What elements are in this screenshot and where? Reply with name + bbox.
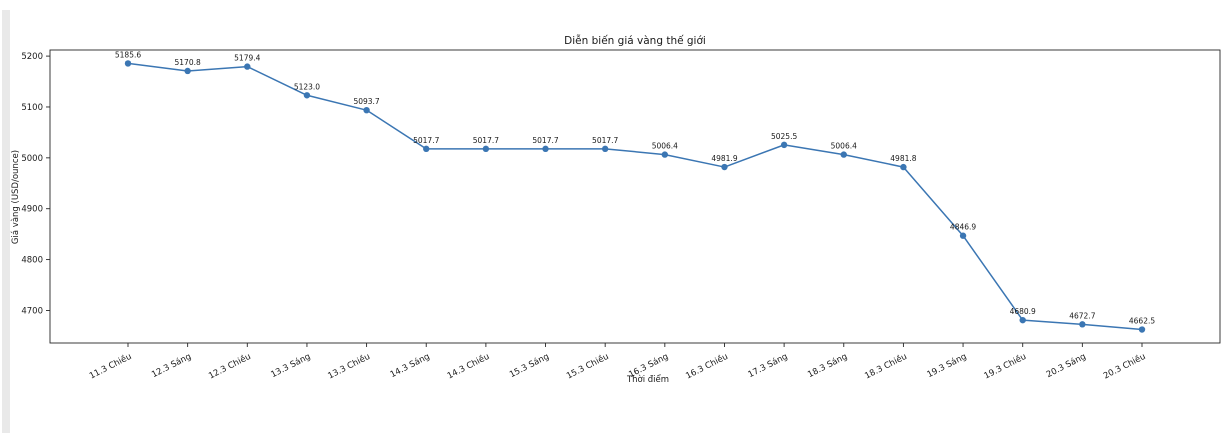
data-point-label: 5123.0 <box>294 82 320 91</box>
x-tick-label: 19.3 Chiều <box>982 351 1028 382</box>
data-point-marker <box>1079 321 1086 328</box>
x-tick-label: 18.3 Sáng <box>806 352 849 380</box>
y-axis-label: Giá vàng (USD/ounce) <box>11 150 21 244</box>
data-point-marker <box>780 141 788 149</box>
data-point-marker <box>721 163 728 171</box>
x-tick-label: 14.3 Chiều <box>445 351 491 382</box>
data-point-label: 4680.9 <box>1010 307 1036 316</box>
data-point-label: 5017.7 <box>473 136 499 145</box>
plot-area: 4700 4800 4900 5000 5100 5200 11.3 Chiều 12.3 S… <box>21 49 1221 382</box>
data-point-marker <box>840 151 847 158</box>
x-tick-label: 14.3 Sáng <box>389 352 432 380</box>
data-point-label: 5017.7 <box>413 136 439 145</box>
x-tick-label: 16.3 Chiều <box>684 351 730 382</box>
chart-title: Diễn biến giá vàng thế giới <box>564 34 706 47</box>
data-point-label: 4672.7 <box>1069 311 1095 320</box>
data-point-marker <box>900 163 907 171</box>
x-tick-label: 17.3 Sáng <box>747 352 790 380</box>
data-point-label: 5017.7 <box>592 136 618 145</box>
x-tick-label: 13.3 Chiều <box>326 351 372 382</box>
data-point-marker <box>601 145 609 153</box>
x-axis-label: Thời điểm <box>626 374 669 385</box>
x-tick-label: 11.3 Chiều <box>87 351 133 382</box>
x-tick-label: 15.3 Sáng <box>508 352 551 380</box>
x-tick-label: 20.3 Chiều <box>1101 351 1147 382</box>
data-point-marker <box>363 106 370 114</box>
page-left-gutter <box>2 10 10 433</box>
data-point-marker <box>482 145 490 153</box>
data-point-marker <box>1019 316 1026 324</box>
data-point-marker <box>542 145 549 153</box>
data-point-marker <box>303 92 311 99</box>
data-point-label: 5185.6 <box>115 50 141 59</box>
data-point-marker <box>661 151 669 158</box>
x-tick-label: 19.3 Sáng <box>926 352 969 380</box>
data-point-marker <box>1138 326 1146 333</box>
y-tick-label: 4800 <box>21 256 43 266</box>
price-line <box>127 62 1143 331</box>
data-point-label: 5093.7 <box>353 97 379 106</box>
data-point-label: 5179.4 <box>234 54 260 63</box>
data-point-label: 5025.5 <box>771 132 797 141</box>
data-point-label: 4662.5 <box>1129 317 1155 326</box>
data-point-marker <box>423 145 430 153</box>
data-point-label: 5006.4 <box>652 142 678 151</box>
data-point-label: 5006.4 <box>831 142 857 151</box>
data-point-label: 5017.7 <box>532 136 558 145</box>
y-tick-label: 5200 <box>21 52 43 62</box>
axes-spines <box>49 49 1221 344</box>
y-tick-label: 4700 <box>21 306 43 316</box>
x-tick-label: 15.3 Chiều <box>565 351 611 382</box>
data-point-marker <box>244 63 251 70</box>
data-point-label: 4981.8 <box>890 154 916 163</box>
x-tick-label: 12.3 Sáng <box>150 352 193 380</box>
data-point-label: 4981.9 <box>711 154 737 163</box>
data-point-marker <box>959 232 967 239</box>
data-point-marker <box>184 67 191 75</box>
x-tick-label: 18.3 Chiều <box>863 351 909 382</box>
y-tick-label: 5100 <box>21 103 43 113</box>
chart-card <box>10 8 1228 434</box>
y-tick-label: 5000 <box>21 154 43 164</box>
x-tick-label: 20.3 Sáng <box>1045 352 1088 380</box>
y-tick-label: 4900 <box>21 205 43 215</box>
x-tick-label: 13.3 Sáng <box>269 352 312 380</box>
data-point-label: 5170.8 <box>175 58 201 67</box>
x-tick-label: 12.3 Chiều <box>207 351 253 382</box>
data-point-marker <box>124 60 132 67</box>
data-point-label: 4846.9 <box>950 223 976 232</box>
